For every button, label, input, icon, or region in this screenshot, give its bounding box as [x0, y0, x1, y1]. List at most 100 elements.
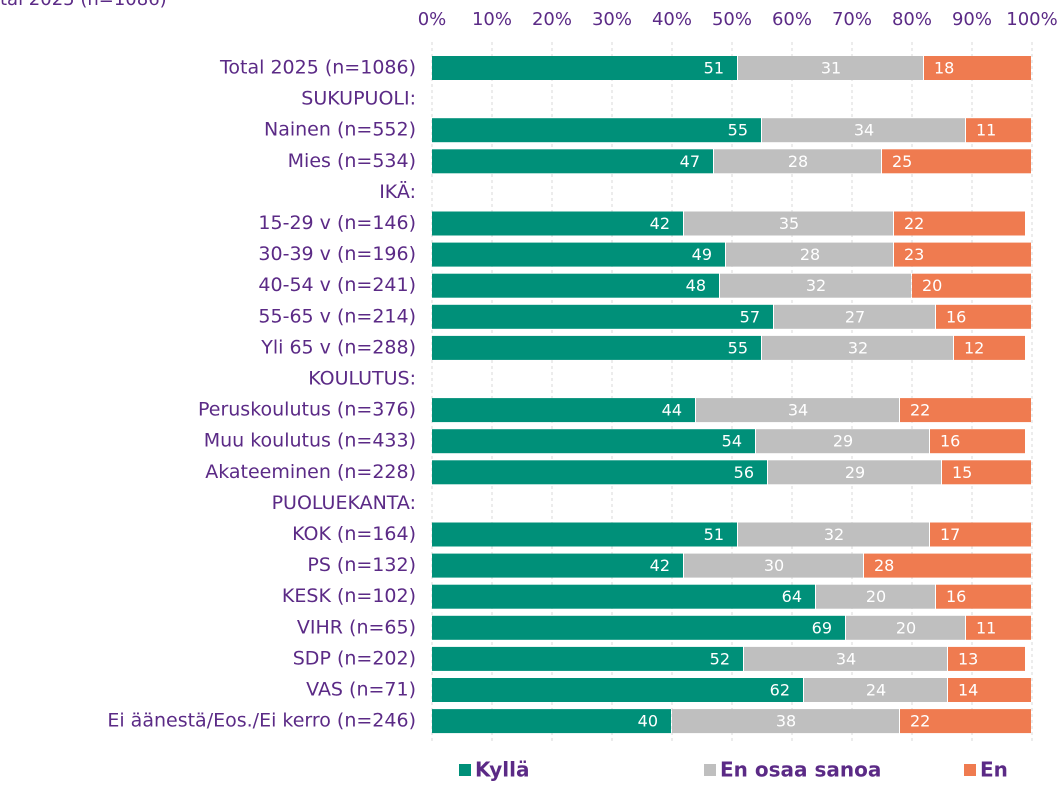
x-tick-label: 50%	[712, 9, 752, 30]
data-label: 51	[704, 525, 724, 544]
y-tick-label: KOK (n=164)	[292, 523, 416, 545]
y-tick-label: Peruskoulutus (n=376)	[198, 399, 416, 421]
bar-segment	[432, 646, 743, 671]
legend-swatch	[704, 764, 716, 776]
bar-segment	[432, 429, 755, 454]
bar-segment	[432, 118, 761, 143]
data-label: 44	[662, 401, 682, 420]
bar-segment	[966, 118, 1031, 143]
data-label: 14	[958, 681, 978, 700]
data-label: 22	[910, 712, 930, 731]
chart-subtitle: tal 2025 (n=1086)	[0, 0, 167, 10]
bar-segment	[900, 398, 1031, 423]
data-label: 34	[836, 649, 856, 668]
y-tick-label: 15-29 v (n=146)	[258, 212, 416, 234]
data-label: 40	[638, 712, 658, 731]
bar-segment	[924, 56, 1031, 80]
data-label: 34	[788, 401, 808, 420]
bar-segment	[432, 678, 803, 702]
data-label: 57	[740, 307, 760, 326]
data-label: 17	[940, 525, 960, 544]
bar-segment	[738, 522, 929, 547]
data-label: 16	[946, 307, 966, 326]
y-tick-label: Total 2025 (n=1086)	[219, 57, 416, 79]
x-tick-label: 60%	[772, 9, 812, 30]
bar-segment	[432, 460, 767, 485]
y-tick-label: KOULUTUS:	[308, 368, 416, 390]
data-label: 62	[770, 681, 790, 700]
data-label: 29	[845, 463, 865, 482]
y-tick-label: PUOLUEKANTA:	[272, 492, 416, 514]
bar-segment	[432, 242, 725, 267]
data-label: 35	[779, 214, 799, 233]
y-tick-label: Muu koulutus (n=433)	[204, 430, 416, 452]
bar-segment	[432, 615, 845, 640]
x-tick-label: 90%	[952, 9, 992, 30]
bar-segment	[966, 615, 1031, 640]
bar-segment	[954, 335, 1025, 360]
data-label: 24	[866, 681, 886, 700]
bar-segment	[738, 56, 923, 80]
legend-swatch	[459, 764, 471, 776]
data-label: 34	[854, 121, 874, 140]
data-label: 25	[892, 152, 912, 171]
data-label: 42	[650, 214, 670, 233]
y-tick-label: KESK (n=102)	[282, 585, 416, 607]
data-label: 54	[722, 432, 742, 451]
bar-segment	[930, 522, 1031, 547]
legend-swatch	[964, 764, 976, 776]
bar-segment	[432, 335, 761, 360]
bar-segment	[894, 242, 1031, 267]
bar-segment	[936, 584, 1031, 609]
y-tick-label: 30-39 v (n=196)	[258, 243, 416, 265]
data-label: 38	[776, 712, 796, 731]
data-label: 29	[833, 432, 853, 451]
bar-segment	[882, 149, 1031, 174]
data-label: 31	[821, 59, 841, 78]
x-tick-label: 30%	[592, 9, 632, 30]
data-label: 47	[680, 152, 700, 171]
x-tick-label: 0%	[418, 9, 447, 30]
bar-segment	[756, 429, 929, 454]
bar-segment	[942, 460, 1031, 485]
y-tick-label: PS (n=132)	[307, 554, 416, 576]
x-tick-label: 80%	[892, 9, 932, 30]
data-label: 20	[866, 587, 886, 606]
data-label: 52	[710, 649, 730, 668]
bar-segment	[762, 118, 965, 143]
data-label: 28	[800, 245, 820, 264]
data-label: 16	[940, 432, 960, 451]
y-tick-label: Ei äänestä/Eos./Ei kerro (n=246)	[107, 710, 416, 732]
bar-segment	[864, 553, 1031, 578]
data-label: 30	[764, 556, 784, 575]
bar-segment	[744, 646, 947, 671]
bar-segment	[684, 553, 863, 578]
bar-segment	[768, 460, 941, 485]
x-tick-label: 40%	[652, 9, 692, 30]
bar-segment	[714, 149, 881, 174]
bar-segment	[432, 709, 671, 734]
bar-segment	[900, 709, 1031, 734]
data-label: 20	[922, 276, 942, 295]
data-label: 22	[910, 401, 930, 420]
bar-segment	[432, 56, 737, 80]
data-label: 32	[848, 338, 868, 357]
bar-segment	[948, 646, 1025, 671]
bar-segment	[726, 242, 893, 267]
data-label: 51	[704, 59, 724, 78]
bar-segment	[432, 304, 773, 329]
y-tick-label: SDP (n=202)	[293, 647, 416, 669]
bar-segment	[804, 678, 947, 702]
data-label: 22	[904, 214, 924, 233]
legend-label: En	[980, 758, 1008, 782]
data-label: 20	[896, 618, 916, 637]
bar-segment	[432, 584, 815, 609]
data-label: 69	[812, 618, 832, 637]
bar-segment	[948, 678, 1031, 702]
data-label: 32	[824, 525, 844, 544]
data-label: 28	[788, 152, 808, 171]
bar-segment	[432, 149, 713, 174]
y-tick-label: 40-54 v (n=241)	[258, 274, 416, 296]
data-label: 56	[734, 463, 754, 482]
